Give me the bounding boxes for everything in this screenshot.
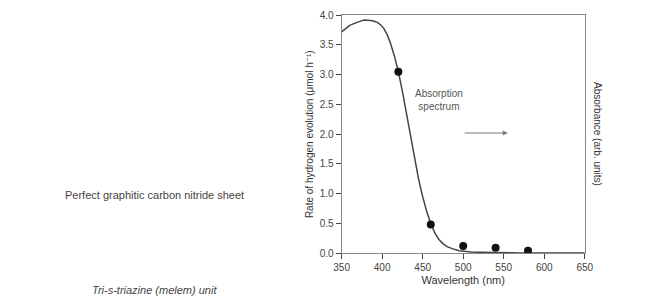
- svg-text:600: 600: [536, 262, 553, 273]
- svg-text:Perfect graphitic carbon nitri: Perfect graphitic carbon nitride sheet: [65, 189, 244, 201]
- svg-text:650: 650: [576, 262, 593, 273]
- svg-text:500: 500: [455, 262, 472, 273]
- svg-text:Wavelength (nm): Wavelength (nm): [422, 274, 505, 286]
- svg-text:400: 400: [374, 262, 391, 273]
- svg-text:Tri-s-triazine (melem) unit: Tri-s-triazine (melem) unit: [92, 284, 217, 296]
- svg-text:2.5: 2.5: [320, 99, 334, 110]
- svg-text:2.0: 2.0: [320, 129, 334, 140]
- svg-text:4.0: 4.0: [320, 10, 334, 21]
- svg-text:Rate of hydrogen evolution (μm: Rate of hydrogen evolution (μmol h⁻¹): [304, 50, 315, 218]
- svg-text:350: 350: [333, 262, 350, 273]
- svg-text:550: 550: [495, 262, 512, 273]
- svg-text:1.0: 1.0: [320, 188, 334, 199]
- svg-text:Absorptionspectrum: Absorptionspectrum: [415, 88, 463, 112]
- svg-text:450: 450: [414, 262, 431, 273]
- svg-text:3.5: 3.5: [320, 39, 334, 50]
- svg-text:0.5: 0.5: [320, 218, 334, 229]
- svg-text:Absorbance (arb. units): Absorbance (arb. units): [592, 82, 603, 186]
- svg-text:0.0: 0.0: [320, 248, 334, 259]
- svg-text:3.0: 3.0: [320, 69, 334, 80]
- svg-text:1.5: 1.5: [320, 158, 334, 169]
